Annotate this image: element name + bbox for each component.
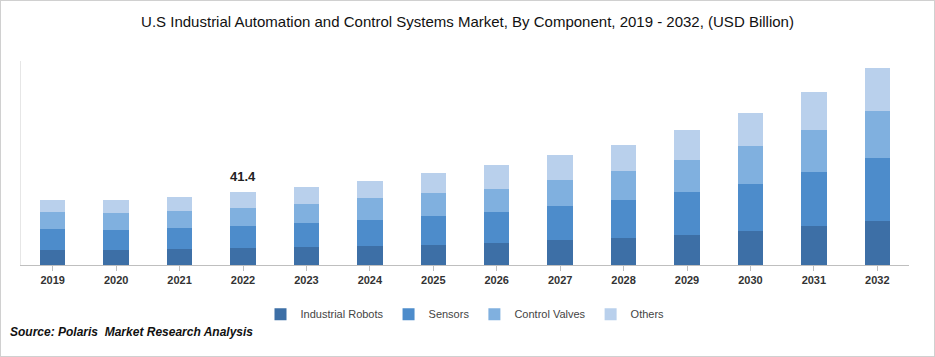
svg-text:2030: 2030 — [738, 274, 762, 286]
svg-text:2021: 2021 — [167, 274, 191, 286]
svg-text:2024: 2024 — [358, 274, 383, 286]
svg-text:2032: 2032 — [865, 274, 889, 286]
svg-text:2027: 2027 — [548, 274, 572, 286]
svg-text:Sensors: Sensors — [429, 308, 470, 320]
svg-text:Industrial Robots: Industrial Robots — [301, 308, 384, 320]
svg-text:2029: 2029 — [675, 274, 699, 286]
svg-text:2031: 2031 — [802, 274, 826, 286]
svg-text:2026: 2026 — [484, 274, 508, 286]
svg-text:Others: Others — [631, 308, 665, 320]
svg-text:2020: 2020 — [104, 274, 128, 286]
svg-text:Source: Polaris Market Resear: Source: Polaris Market Research Analysis — [10, 325, 253, 339]
svg-text:2023: 2023 — [294, 274, 318, 286]
svg-text:2019: 2019 — [40, 274, 64, 286]
svg-text:2025: 2025 — [421, 274, 445, 286]
svg-text:2022: 2022 — [231, 274, 255, 286]
svg-text:2028: 2028 — [611, 274, 635, 286]
svg-text:U.S Industrial Automation and: U.S Industrial Automation and Control Sy… — [141, 13, 794, 30]
svg-text:41.4: 41.4 — [230, 169, 256, 184]
svg-text:Control Valves: Control Valves — [514, 308, 585, 320]
